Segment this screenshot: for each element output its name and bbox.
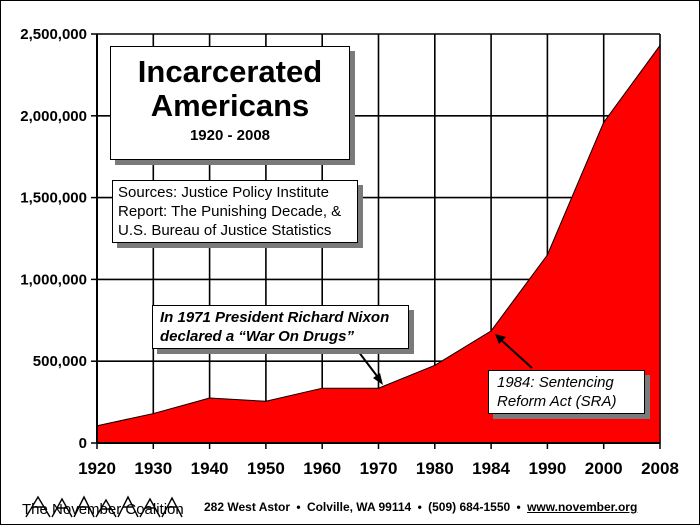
data-point (377, 387, 380, 389)
y-tick-label: 1,000,000 (20, 271, 87, 288)
nixon-arrow-head (373, 373, 383, 385)
nixon-annotation-line: declared a “War On Drugs” (160, 328, 354, 345)
nixon-arrow-line (357, 350, 381, 381)
x-tick-label: 2000 (585, 459, 623, 478)
nixon-annotation-line: In 1971 President Richard Nixon (160, 309, 390, 326)
data-point (208, 397, 211, 399)
series-area (96, 43, 661, 444)
sources-line: U.S. Bureau of Justice Statistics (118, 222, 332, 239)
sra-annotation: 1984: Sentencing Reform Act (SRA) (488, 370, 645, 414)
footer: The November Coalition 282 West Astor • … (18, 492, 698, 522)
sra-annotation-line: 1984: Sentencing (497, 374, 614, 391)
data-point (152, 412, 155, 415)
chart-title: Incarcerated Americans (137, 54, 323, 123)
x-tick-label: 1980 (416, 459, 454, 478)
y-tick-label: 0 (79, 435, 87, 452)
chart-subtitle: 1920 - 2008 (189, 127, 271, 144)
sra-annotation-line: Reform Act (SRA) (497, 393, 617, 410)
data-point (490, 330, 492, 332)
sources-line: Sources: Justice Policy Institute (118, 184, 329, 201)
x-tick-label: 1970 (360, 459, 398, 478)
title-box: Incarcerated Americans 1920 - 2008 (110, 46, 350, 160)
x-tick-label: 1984 (472, 459, 510, 478)
y-tick-label: 2,500,000 (20, 26, 87, 43)
y-tick-label: 2,000,000 (20, 108, 87, 125)
footer-street: 282 West Astor (204, 500, 291, 514)
x-tick-label: 1940 (191, 459, 229, 478)
data-point (546, 254, 549, 256)
y-tick-label: 1,500,000 (20, 190, 87, 207)
x-tick-label: 1960 (303, 459, 341, 478)
sra-arrow-head (495, 334, 506, 344)
x-tick-label: 1950 (247, 459, 285, 478)
x-tick-label: 1920 (78, 459, 116, 478)
footer-separator: • (296, 500, 301, 514)
y-tick-label: 500,000 (33, 353, 87, 370)
data-point (659, 44, 661, 47)
footer-url-link[interactable]: www.november.org (527, 500, 638, 514)
footer-address: 282 West Astor • Colville, WA 99114 • (5… (204, 500, 637, 514)
footer-phone: (509) 684-1550 (428, 500, 511, 514)
data-point (265, 400, 267, 403)
sra-arrow-line (499, 338, 533, 369)
x-tick-label: 1930 (134, 459, 172, 478)
sources-line: Report: The Punishing Decade, & (118, 203, 342, 220)
data-point (434, 364, 436, 367)
x-tick-label: 2008 (641, 459, 679, 478)
sources-note: Sources: Justice Policy Institute Report… (112, 180, 358, 243)
footer-separator: • (516, 500, 521, 514)
footer-separator: • (417, 500, 422, 514)
data-point (321, 387, 324, 389)
november-coalition-logo: The November Coalition (22, 495, 184, 518)
logo-text: The November Coalition (22, 501, 184, 518)
x-tick-label: 1990 (528, 459, 566, 478)
footer-city: Colville, WA 99114 (306, 500, 412, 514)
data-point (602, 121, 605, 124)
nixon-annotation: In 1971 President Richard Nixon declared… (152, 305, 409, 349)
